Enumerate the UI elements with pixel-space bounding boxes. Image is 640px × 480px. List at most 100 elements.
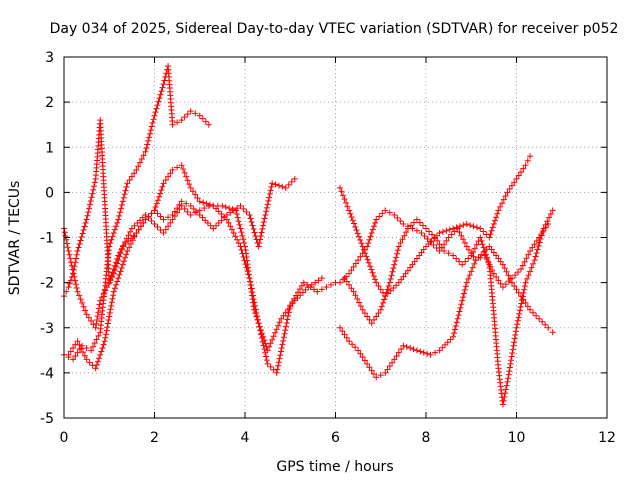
data-point (69, 266, 76, 273)
data-point (165, 223, 172, 230)
data-point (273, 326, 280, 333)
data-point (383, 289, 390, 296)
data-point (122, 240, 129, 247)
data-point (124, 248, 131, 255)
data-point (445, 234, 452, 241)
data-point (167, 170, 174, 177)
data-point (123, 183, 130, 190)
data-point (477, 254, 484, 261)
data-point (134, 220, 141, 227)
data-point (398, 276, 405, 283)
data-point (280, 334, 287, 341)
data-point (266, 343, 273, 350)
data-point (519, 262, 526, 269)
data-point (427, 351, 434, 358)
data-point (237, 243, 244, 250)
data-point (436, 229, 443, 236)
data-point (382, 293, 389, 300)
data-point (178, 117, 185, 124)
data-point (304, 281, 311, 288)
data-point (187, 184, 194, 191)
data-point (196, 198, 203, 205)
data-point (407, 345, 414, 352)
data-point (115, 216, 122, 223)
data-point (76, 241, 83, 248)
data-point (203, 200, 210, 207)
data-point (215, 220, 222, 227)
x-tick-label: 2 (150, 430, 159, 446)
data-point (453, 255, 460, 262)
data-point (97, 297, 104, 304)
data-point (268, 183, 275, 190)
data-point (61, 229, 68, 236)
data-point (76, 292, 83, 299)
data-point (114, 278, 121, 285)
data-point (160, 216, 167, 223)
data-point (504, 378, 511, 385)
data-point (398, 346, 405, 353)
data-point (160, 81, 167, 88)
data-point (241, 257, 248, 264)
data-point (520, 290, 527, 297)
data-point (480, 228, 487, 235)
data-point (153, 200, 160, 207)
data-point (443, 227, 450, 234)
data-point (122, 254, 129, 261)
data-point (416, 219, 423, 226)
data-point (499, 261, 506, 268)
data-point (522, 299, 529, 306)
data-point (160, 229, 167, 236)
data-point (80, 349, 87, 356)
data-point (508, 353, 515, 360)
data-point (93, 317, 100, 324)
data-point (64, 240, 71, 247)
data-point (176, 201, 183, 208)
data-point (350, 288, 357, 295)
data-point (377, 306, 384, 313)
data-point (523, 255, 530, 262)
data-point (418, 229, 425, 236)
data-point (484, 254, 491, 261)
data-point (142, 148, 149, 155)
data-point (251, 299, 258, 306)
data-point (502, 281, 509, 288)
data-point (348, 285, 355, 292)
data-point (472, 257, 479, 264)
data-point (343, 199, 350, 206)
data-point (410, 219, 417, 226)
data-point (454, 225, 461, 232)
data-point (384, 286, 391, 293)
data-point (202, 118, 209, 125)
data-point (343, 334, 350, 341)
data-point (194, 195, 201, 202)
data-point (86, 205, 93, 212)
data-point (442, 341, 449, 348)
data-point (282, 327, 289, 334)
data-point (157, 213, 164, 220)
data-point (113, 223, 120, 230)
data-point (549, 207, 556, 214)
data-point (337, 279, 344, 286)
data-point (148, 217, 155, 224)
data-point (404, 225, 411, 232)
data-point (83, 311, 90, 318)
data-point (497, 280, 504, 287)
series-track-h (341, 207, 556, 408)
data-point (533, 250, 540, 257)
data-point (123, 251, 130, 258)
data-point (518, 169, 525, 176)
data-point (407, 222, 414, 229)
data-point (508, 182, 515, 189)
data-point (346, 270, 353, 277)
data-point (453, 224, 460, 231)
data-point (527, 153, 534, 160)
data-point (169, 166, 176, 173)
data-point (237, 225, 244, 232)
data-point (145, 213, 152, 220)
data-point (174, 119, 181, 126)
data-point (279, 183, 286, 190)
data-point (151, 207, 158, 214)
data-point (341, 331, 348, 338)
data-point (473, 241, 480, 248)
data-point (355, 257, 362, 264)
